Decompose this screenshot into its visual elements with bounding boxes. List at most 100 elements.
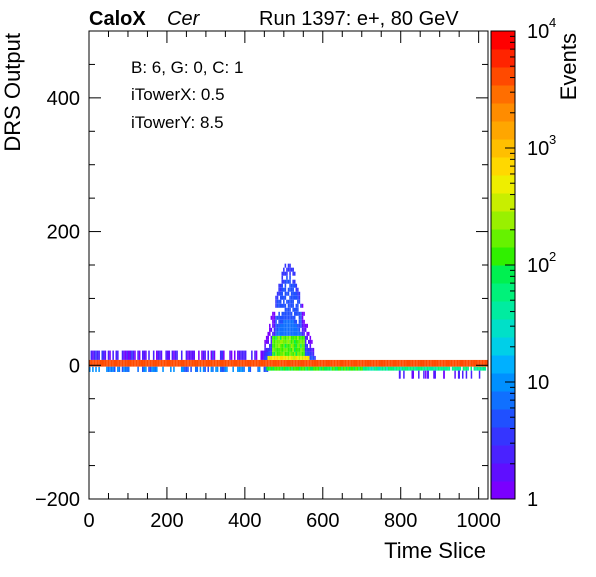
heatmap-cell	[361, 366, 363, 371]
heatmap-cell	[297, 335, 299, 340]
heatmap-cell	[331, 366, 334, 371]
heatmap-cell	[406, 359, 409, 367]
heatmap-cell	[275, 331, 277, 336]
heatmap-cell	[293, 271, 296, 276]
heatmap-cell	[287, 303, 290, 308]
heatmap-cell	[288, 366, 290, 371]
heatmap-cell	[301, 339, 304, 344]
heatmap-cell	[295, 339, 298, 344]
heatmap-cell	[336, 359, 339, 367]
colorbar-swatch	[491, 481, 515, 500]
heatmap-cell	[279, 303, 282, 308]
heatmap-cell	[292, 351, 294, 356]
heatmap-cell	[213, 359, 216, 367]
heatmap-cell	[232, 359, 234, 367]
heatmap-cell	[481, 366, 483, 371]
heatmap-cell	[275, 335, 277, 340]
heatmap-cell	[281, 275, 284, 280]
heatmap-cell	[241, 366, 244, 372]
heatmap-cell	[292, 355, 294, 360]
heatmap-cell	[332, 359, 334, 367]
heatmap-cell	[412, 370, 415, 379]
heatmap-cell	[279, 315, 282, 320]
heatmap-cell	[98, 359, 100, 367]
heatmap-cell	[219, 350, 222, 360]
heatmap-cell	[300, 315, 302, 320]
heatmap-cell	[295, 323, 298, 328]
heatmap-cell	[287, 315, 290, 320]
heatmap-cell	[258, 359, 261, 367]
heatmap-cell	[121, 359, 124, 367]
heatmap-cell	[224, 366, 227, 372]
heatmap-cell	[293, 315, 296, 320]
heatmap-cell	[436, 359, 439, 367]
heatmap-cell	[257, 359, 259, 367]
heatmap-cell	[449, 359, 451, 367]
heatmap-cell	[429, 366, 432, 371]
heatmap-cell	[179, 359, 181, 367]
heatmap-cell	[238, 350, 241, 360]
heatmap-cell	[386, 366, 388, 371]
x-tick-label: 600	[306, 510, 339, 532]
heatmap-cell	[174, 350, 177, 360]
heatmap-cell	[275, 323, 277, 328]
colorbar-tick-exponent: 2	[549, 249, 556, 264]
heatmap-cell	[286, 311, 288, 316]
heatmap-cell	[292, 343, 294, 348]
heatmap-cell	[281, 295, 284, 300]
heatmap-cell	[298, 347, 301, 352]
heatmap-cell	[465, 366, 468, 371]
heatmap-cell	[134, 359, 136, 367]
heatmap-cell	[134, 350, 136, 360]
heatmap-cell	[408, 366, 410, 371]
colorbar-swatch	[491, 463, 515, 482]
heatmap-cell	[327, 359, 330, 367]
heatmap-cell	[454, 366, 457, 371]
heatmap-cell	[287, 311, 290, 316]
heatmap-cell	[298, 339, 301, 344]
heatmap-cell	[289, 331, 291, 336]
heatmap-cell	[290, 343, 293, 348]
heatmap-cell	[278, 319, 280, 324]
heatmap-cell	[283, 267, 285, 272]
heatmap-cell	[300, 355, 302, 360]
heatmap-cell	[283, 339, 285, 344]
heatmap-cell	[443, 370, 445, 379]
heatmap-cell	[321, 359, 323, 367]
plot-frame	[88, 30, 489, 500]
heatmap-cell	[300, 303, 302, 308]
heatmap-cell	[219, 366, 222, 372]
heatmap-cell	[453, 366, 455, 371]
y-tick-label: 0	[69, 355, 80, 377]
heatmap-cell	[265, 355, 268, 360]
heatmap-cell	[472, 359, 474, 367]
heatmap-cell	[295, 331, 298, 336]
heatmap-cell	[383, 366, 385, 371]
heatmap-cell	[437, 366, 440, 371]
heatmap-cell	[204, 350, 206, 360]
heatmap-cell	[293, 291, 296, 296]
heatmap-cell	[434, 370, 436, 379]
heatmap-cell	[266, 366, 268, 371]
heatmap-cell	[309, 339, 312, 344]
heatmap-cell	[281, 279, 284, 284]
heatmap-cell	[312, 351, 315, 356]
heatmap-cell	[287, 319, 290, 324]
heatmap-cell	[290, 299, 293, 304]
heatmap-cell	[289, 343, 291, 348]
heatmap-cell	[278, 291, 280, 296]
heatmap-cell	[115, 350, 118, 360]
heatmap-cell	[355, 359, 358, 367]
heatmap-cell	[367, 359, 370, 367]
heatmap-cell	[303, 347, 305, 352]
heatmap-cell	[297, 299, 299, 304]
heatmap-cell	[141, 350, 144, 360]
heatmap-cell	[269, 327, 271, 332]
heatmap-cell	[295, 347, 298, 352]
heatmap-cell	[129, 359, 132, 367]
heatmap-cell	[281, 323, 284, 328]
colorbar-tick-label: 1	[527, 489, 538, 511]
heatmap-cell	[306, 355, 308, 360]
heatmap-cell	[451, 366, 454, 371]
heatmap-cell	[262, 350, 264, 360]
